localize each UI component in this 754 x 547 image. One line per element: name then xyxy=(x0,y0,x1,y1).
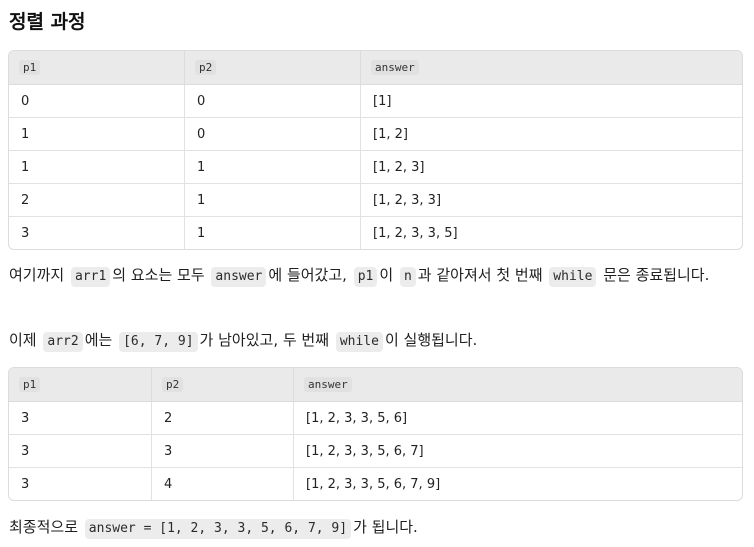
table-row: 2 1 [1, 2, 3, 3] xyxy=(9,184,742,217)
column-header-answer: answer xyxy=(294,368,742,402)
cell-answer: [1, 2, 3, 3, 5] xyxy=(373,225,458,241)
inline-code-final-answer: answer = [1, 2, 3, 3, 5, 6, 7, 9] xyxy=(84,519,352,539)
conclusion-paragraph: 최종적으로 answer = [1, 2, 3, 3, 5, 6, 7, 9] 가… xyxy=(9,513,749,541)
inline-code-answer: answer xyxy=(211,267,267,287)
table-row: 0 0 [1] xyxy=(9,85,742,118)
table-row: 3 4 [1, 2, 3, 3, 5, 6, 7, 9] xyxy=(9,468,742,500)
text: 과 같아져서 첫 번째 xyxy=(417,266,543,284)
text: 가 남아있고, 두 번째 xyxy=(199,331,330,349)
table-row: 3 3 [1, 2, 3, 3, 5, 6, 7] xyxy=(9,435,742,468)
text: 의 요소는 모두 xyxy=(112,266,205,284)
cell-p2: 1 xyxy=(185,184,361,217)
column-header-p2: p2 xyxy=(152,368,294,402)
cell-answer: [1, 2, 3, 3, 5, 6, 7] xyxy=(294,435,742,468)
cell-p1: 3 xyxy=(9,435,152,468)
table-row: 1 0 [1, 2] xyxy=(9,118,742,151)
inline-code-p1: p1 xyxy=(353,267,378,287)
section-heading: 정렬 과정 xyxy=(9,11,86,33)
explanation-paragraph-2: 이제 arr2 에는 [6, 7, 9] 가 남아있고, 두 번째 while 이 실… xyxy=(9,326,749,354)
inline-code-arr2: arr2 xyxy=(43,332,83,352)
cell-answer: [1, 2] xyxy=(361,118,742,151)
cell-p1: 1 xyxy=(9,118,185,151)
cell-answer: [1] xyxy=(361,85,742,118)
cell-answer: [1, 2, 3, 3] xyxy=(361,184,742,217)
sort-steps-table-2: p1 p2 answer 3 2 [1, 2, 3, 3, 5, 6] 3 3 … xyxy=(8,367,743,501)
cell-answer: [1, 2, 3, 3, 5, 6, 7, 9] xyxy=(306,476,441,492)
table-header-row: p1 p2 answer xyxy=(9,51,742,85)
inline-code-arr1: arr1 xyxy=(70,267,111,287)
text: 문은 종료됩니다. xyxy=(603,266,710,284)
column-header-answer: answer xyxy=(361,51,742,85)
cell-p2: 1 xyxy=(185,151,361,184)
text: 이 실행됩니다. xyxy=(384,331,478,349)
text: 이 xyxy=(379,266,394,284)
inline-code-remaining-array: [6, 7, 9] xyxy=(119,332,198,352)
column-header-p1: p1 xyxy=(9,51,185,85)
cell-p2: 4 xyxy=(152,468,294,500)
cell-p1: 3 xyxy=(9,217,185,249)
cell-p1: 1 xyxy=(9,151,185,184)
column-header-p1: p1 xyxy=(9,368,152,402)
cell-p2: 2 xyxy=(152,402,294,435)
table-row: 1 1 [1, 2, 3] xyxy=(9,151,742,184)
cell-p1: 3 xyxy=(9,402,152,435)
text: 가 됩니다. xyxy=(353,518,418,536)
cell-p1: 2 xyxy=(9,184,185,217)
text: 이제 xyxy=(9,331,37,349)
column-header-p2: p2 xyxy=(185,51,361,85)
table-row: 3 2 [1, 2, 3, 3, 5, 6] xyxy=(9,402,742,435)
cell-p1: 3 xyxy=(9,468,152,500)
inline-code-while: while xyxy=(335,332,383,352)
inline-code-n: n xyxy=(399,267,416,287)
inline-code-while: while xyxy=(549,267,597,287)
cell-p2: 0 xyxy=(185,85,361,118)
cell-answer: [1, 2, 3, 3, 5, 6] xyxy=(294,402,742,435)
cell-p2: 1 xyxy=(185,217,361,249)
sort-steps-table-1: p1 p2 answer 0 0 [1] 1 0 [1, 2] 1 1 [1, … xyxy=(8,50,743,250)
cell-p2: 0 xyxy=(185,118,361,151)
cell-answer: [1, 2, 3] xyxy=(361,151,742,184)
cell-p1: 0 xyxy=(9,85,185,118)
cell-p2: 3 xyxy=(152,435,294,468)
text: 에 들어갔고, xyxy=(268,266,347,284)
text: 에는 xyxy=(84,331,113,349)
text: 여기까지 xyxy=(9,266,65,284)
table-row: 3 1 [1, 2, 3, 3, 5] xyxy=(9,217,742,249)
table-header-row: p1 p2 answer xyxy=(9,368,742,402)
text: 최종적으로 xyxy=(9,518,79,536)
